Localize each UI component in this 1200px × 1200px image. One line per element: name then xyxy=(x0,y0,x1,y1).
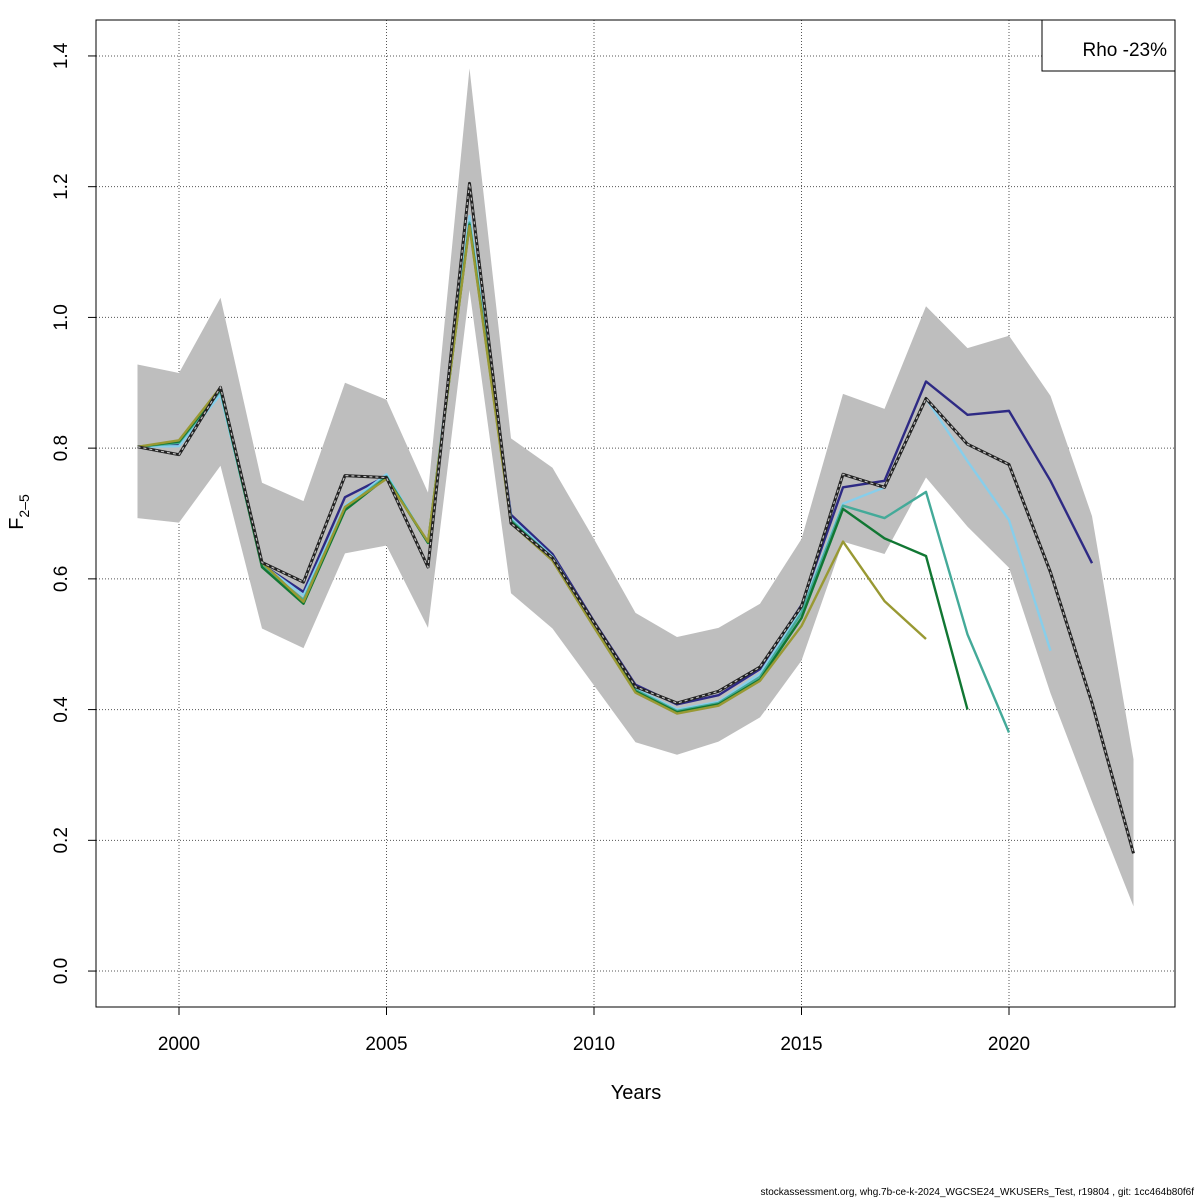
series-line-5-dash xyxy=(137,183,1135,854)
x-axis: 2000 2005 2010 2015 2020 xyxy=(158,1007,1030,1055)
y-tick-label: 0.4 xyxy=(51,696,72,723)
x-axis-title: Years xyxy=(611,1082,661,1104)
grid xyxy=(96,20,1175,1007)
y-tick-label: 1.4 xyxy=(51,42,72,69)
x-tick-label: 2015 xyxy=(780,1034,822,1055)
y-tick-label: 0.0 xyxy=(51,958,72,984)
plot-frame xyxy=(95,19,1176,1008)
y-tick-label: 1.2 xyxy=(51,173,72,199)
y-tick-label: 0.6 xyxy=(51,566,72,592)
legend: Rho -23% xyxy=(1041,19,1176,72)
y-tick-label: 1.0 xyxy=(51,304,72,330)
y-tick-label: 0.8 xyxy=(51,435,72,461)
x-tick-label: 2005 xyxy=(365,1034,407,1055)
series-lines xyxy=(137,181,1135,854)
confidence-band xyxy=(137,68,1134,907)
y-axis-title-subscript: 2–5 xyxy=(16,494,32,518)
legend-box xyxy=(1041,19,1176,72)
x-tick-label: 2000 xyxy=(158,1034,200,1055)
y-axis: 0.0 0.2 0.4 0.6 0.8 1.0 1.2 1.4 xyxy=(51,42,96,984)
x-tick-label: 2020 xyxy=(988,1034,1030,1055)
footer-caption: stockassessment.org, whg.7b-ce-k-2024_WG… xyxy=(760,1187,1194,1198)
y-tick-label: 0.2 xyxy=(51,827,72,853)
legend-text: Rho -23% xyxy=(1083,40,1168,61)
confidence-band-area xyxy=(137,68,1134,907)
y-axis-title: F2–5 xyxy=(6,494,32,530)
y-axis-title-main: F xyxy=(6,518,28,530)
x-tick-label: 2010 xyxy=(573,1034,615,1055)
